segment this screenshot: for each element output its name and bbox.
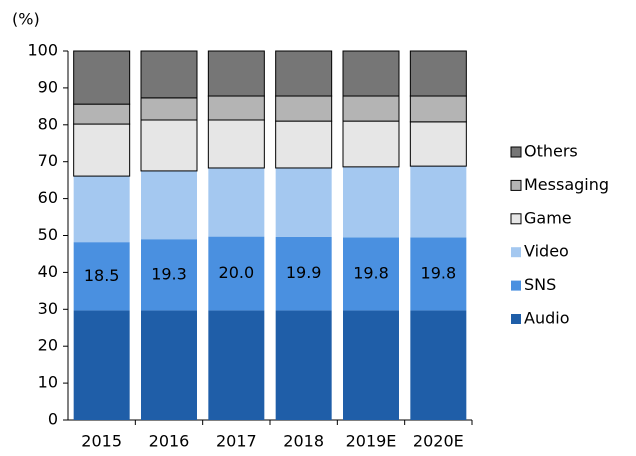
bar-segment (140, 50, 198, 99)
bar-segment (410, 237, 467, 311)
bar-segment (410, 166, 467, 238)
data-label: 18.5 (84, 266, 120, 285)
bar-segment (140, 97, 198, 121)
legend-label: Video (524, 242, 569, 261)
bar-segment (342, 50, 400, 97)
bar-segment (141, 239, 197, 311)
data-label: 19.8 (353, 263, 389, 282)
bar-segment (409, 121, 467, 167)
legend-label: Audio (524, 309, 569, 328)
x-tick-label: 2017 (216, 432, 257, 451)
bar-segment (73, 176, 130, 243)
y-tick-label: 0 (48, 410, 58, 429)
bar-segment (275, 50, 333, 97)
legend-swatch (511, 314, 521, 324)
y-tick-label: 20 (38, 336, 58, 355)
legend-swatch (511, 280, 521, 291)
bar-segment (410, 310, 467, 420)
x-tick-label: 2015 (81, 432, 122, 451)
data-label: 20.0 (219, 263, 255, 282)
bar-segment (141, 170, 197, 240)
legend-label: Game (524, 208, 572, 227)
x-tick-label: 2018 (283, 432, 324, 451)
bar-segment (343, 166, 399, 238)
y-axis-label: (%) (12, 10, 40, 29)
bar-segment (342, 120, 400, 168)
bar-segment (207, 50, 265, 97)
y-tick-label: 40 (38, 262, 58, 281)
bar-segment (343, 310, 399, 420)
y-tick-label: 90 (38, 77, 58, 96)
bar-segment (409, 50, 467, 97)
y-tick-label: 50 (38, 225, 58, 244)
y-tick-label: 60 (38, 188, 58, 207)
bar-segment (73, 103, 131, 125)
bar-segment (207, 119, 265, 169)
x-tick-label: 2020E (413, 432, 464, 451)
legend-swatch (511, 247, 521, 258)
legend-swatch (510, 146, 522, 158)
bar-segment (140, 119, 198, 172)
legend-label: Others (524, 142, 578, 161)
bar-segment (73, 50, 131, 105)
x-tick-label: 2019E (346, 432, 397, 451)
y-tick-label: 30 (38, 299, 58, 318)
y-tick-label: 80 (38, 114, 58, 133)
bar-segment (73, 310, 130, 420)
bar-segment (275, 310, 332, 420)
bar-segment (342, 95, 400, 122)
bar-segment (207, 95, 265, 121)
bar-segment (208, 167, 265, 237)
bar-segment (409, 95, 467, 123)
legend-swatch (510, 179, 522, 191)
legend-swatch (510, 213, 522, 225)
bar-segment (73, 242, 130, 311)
bar-segment (275, 167, 332, 237)
legend-label: Messaging (524, 175, 609, 194)
bar-segment (73, 123, 131, 177)
x-tick-label: 2016 (149, 432, 190, 451)
data-label: 19.9 (286, 263, 322, 282)
bar-segment (275, 236, 332, 311)
legend-label: SNS (524, 275, 556, 294)
bar-segment (208, 310, 265, 420)
bar-segment (141, 310, 197, 420)
data-label: 19.3 (151, 264, 187, 283)
bar-segment (275, 120, 333, 169)
y-tick-label: 100 (27, 41, 58, 60)
bar-segment (208, 236, 265, 311)
data-label: 19.8 (421, 263, 457, 282)
bar-segment (275, 95, 333, 122)
bar-segment (343, 237, 399, 311)
y-tick-label: 70 (38, 151, 58, 170)
y-tick-label: 10 (38, 373, 58, 392)
